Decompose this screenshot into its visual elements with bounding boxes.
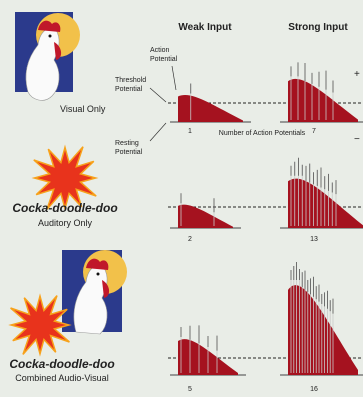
row-label: Combined Audio-Visual (15, 373, 108, 383)
count-label: 7 (312, 128, 316, 135)
sound-text: Cocka-doodle-doo (12, 201, 117, 215)
column-header: Strong Input (288, 22, 348, 33)
rooster-visual (15, 12, 80, 100)
count-label: 2 (188, 236, 192, 243)
axis-label: Number of Action Potentials (219, 130, 306, 137)
row-label: Visual Only (60, 104, 106, 114)
count-label: 13 (310, 236, 318, 243)
rooster-combined (62, 250, 127, 334)
sound-text: Cocka-doodle-doo (9, 357, 114, 371)
sign: + (354, 69, 360, 80)
figure: Visual Only Cocka-doodle-doo Auditory On… (0, 0, 363, 397)
count-label: 5 (188, 386, 192, 393)
count-label: 1 (188, 128, 192, 135)
column-header: Weak Input (178, 22, 232, 33)
count-label: 16 (310, 386, 318, 393)
sign: − (354, 134, 360, 145)
row-label: Auditory Only (38, 218, 93, 228)
